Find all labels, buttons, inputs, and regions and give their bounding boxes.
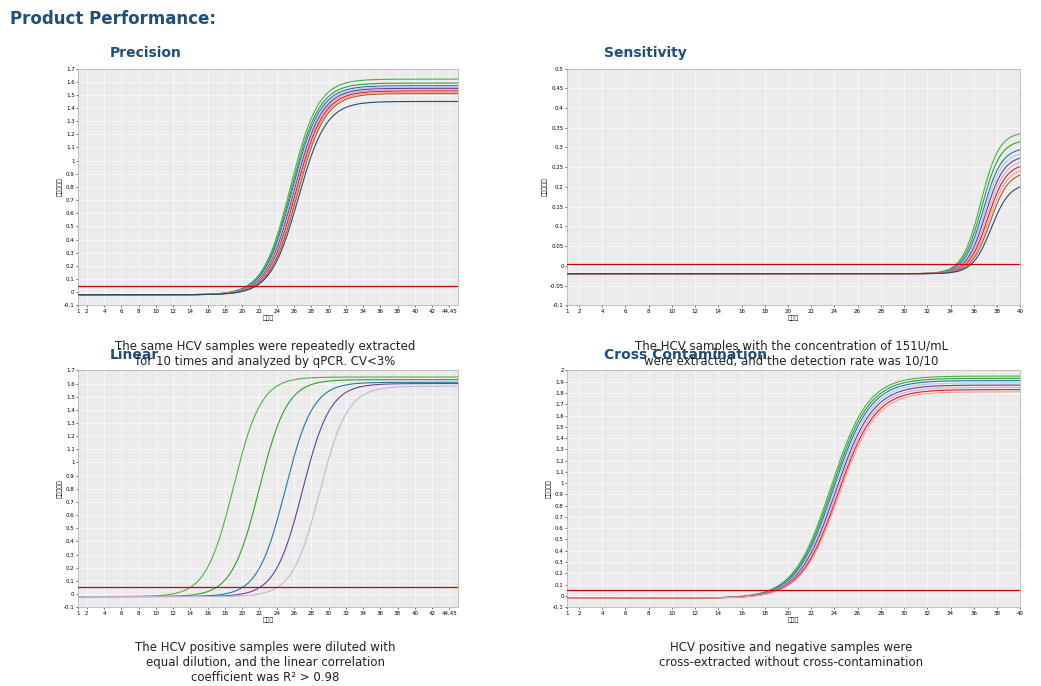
Y-axis label: 相对荔光値: 相对荔光値 [57, 178, 62, 196]
Text: Precision: Precision [109, 47, 181, 60]
Text: Product Performance:: Product Performance: [10, 10, 217, 28]
Text: Cross Contamination: Cross Contamination [604, 348, 767, 362]
Text: HCV positive and negative samples were
cross-extracted without cross-contaminati: HCV positive and negative samples were c… [659, 641, 923, 670]
X-axis label: 循环数: 循环数 [262, 315, 274, 321]
Text: The HCV samples with the concentration of 151U/mL
were extracted, and the detect: The HCV samples with the concentration o… [635, 340, 947, 368]
Text: The HCV positive samples were diluted with
equal dilution, and the linear correl: The HCV positive samples were diluted wi… [135, 641, 396, 685]
Text: Linear: Linear [109, 348, 158, 362]
Text: Sensitivity: Sensitivity [604, 47, 686, 60]
Y-axis label: 相对荔光値: 相对荔光値 [542, 178, 549, 196]
X-axis label: 循环数: 循环数 [788, 617, 799, 623]
X-axis label: 循环数: 循环数 [262, 617, 274, 623]
Text: The same HCV samples were repeatedly extracted
for 10 times and analyzed by qPCR: The same HCV samples were repeatedly ext… [116, 340, 415, 368]
X-axis label: 循环数: 循环数 [788, 315, 799, 321]
Y-axis label: 相对荔光値: 相对荔光値 [547, 480, 552, 498]
Y-axis label: 相对荔光値: 相对荔光値 [57, 480, 62, 498]
